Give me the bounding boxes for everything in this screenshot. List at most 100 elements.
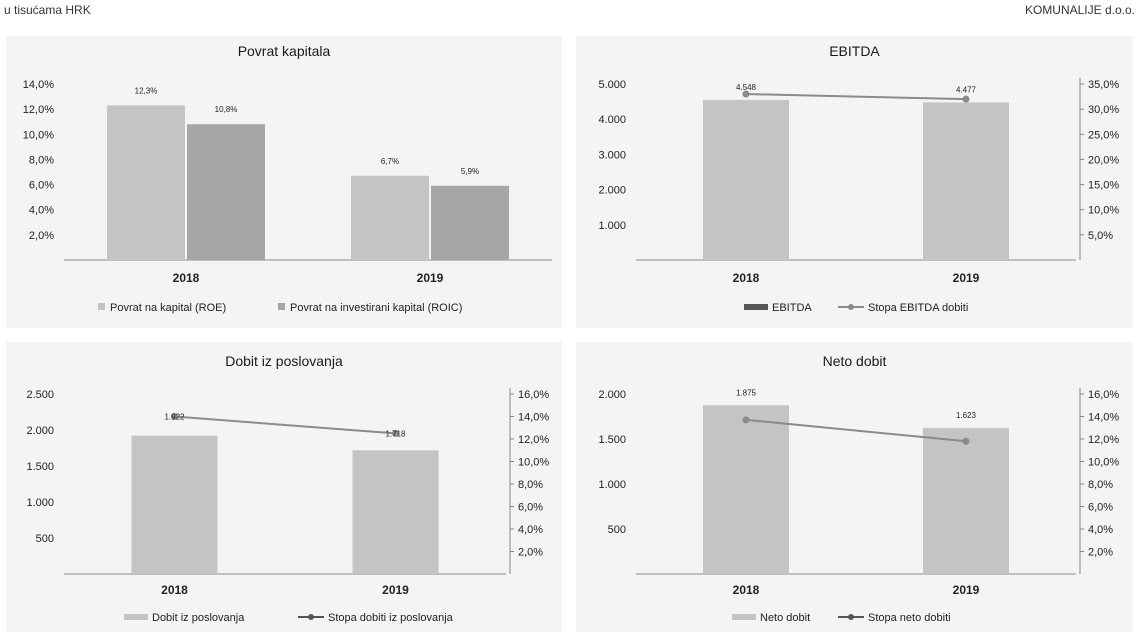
bar (923, 102, 1009, 260)
x-category-label: 2019 (382, 583, 409, 597)
y2-tick-label: 6,0% (1088, 502, 1113, 514)
line-point (962, 437, 970, 445)
y2-tick-label: 10,0% (1088, 457, 1119, 469)
line-point (742, 90, 750, 98)
legend-label: Neto dobit (760, 612, 810, 624)
legend-label: Stopa EBITDA dobiti (868, 302, 968, 314)
bar (703, 405, 789, 574)
y-tick-label: 1.500 (598, 434, 626, 446)
data-label: 10,8% (215, 105, 238, 114)
legend-swatch (98, 303, 105, 310)
y2-tick-label: 10,0% (1088, 205, 1119, 217)
y-tick-label: 2.000 (26, 425, 54, 437)
legend-swatch (732, 614, 756, 620)
legend-line-marker (308, 614, 314, 620)
data-label: 12,3% (135, 86, 158, 95)
y-tick-label: 14,0% (23, 79, 54, 91)
y2-tick-label: 10,0% (518, 457, 549, 469)
y2-tick-label: 5,0% (1088, 230, 1113, 242)
y2-tick-label: 20,0% (1088, 154, 1119, 166)
data-label: 6,7% (381, 157, 399, 166)
y2-tick-label: 2,0% (1088, 547, 1113, 559)
legend-label: Dobit iz poslovanja (152, 612, 245, 624)
chart-title: Neto dobit (823, 353, 887, 369)
y-tick-label: 1.000 (26, 497, 54, 509)
line-point (742, 416, 750, 424)
legend-swatch (278, 303, 285, 310)
data-label: 1.623 (956, 411, 977, 420)
y-tick-label: 500 (36, 533, 54, 545)
bar (431, 185, 509, 260)
bar (703, 99, 789, 260)
legend-swatch (124, 614, 148, 620)
series-line (745, 93, 967, 101)
series-line (174, 415, 396, 435)
y-tick-label: 4.000 (598, 114, 626, 126)
line-point (962, 95, 970, 103)
y2-tick-label: 14,0% (518, 412, 549, 424)
y2-tick-label: 12,0% (1088, 434, 1119, 446)
data-label: 1.718 (385, 429, 406, 438)
y2-tick-label: 16,0% (1088, 389, 1119, 401)
y2-tick-label: 25,0% (1088, 129, 1119, 141)
chart-svg: EBITDA 1.000 2.000 3.000 4.000 5.000 5,0% 10,0%… (598, 43, 1119, 314)
y2-tick-label: 15,0% (1088, 180, 1119, 192)
line-point (392, 429, 399, 437)
chart-svg: Neto dobit 500 1.000 1.500 2.000 2,0% 4,0% 6,0%… (598, 353, 1119, 624)
data-label: 5,9% (461, 167, 479, 176)
bar (352, 450, 439, 574)
chart-title: Povrat kapitala (238, 43, 331, 59)
chart-panel-povrat-kapitala: Povrat kapitala 2,0% 4,0% 6,0% 8,0% 10,0% 12,0… (6, 36, 562, 328)
x-category-label: 2019 (953, 271, 980, 285)
y2-tick-label: 30,0% (1088, 104, 1119, 116)
y2-tick-label: 4,0% (518, 524, 543, 536)
y2-tick-label: 35,0% (1088, 79, 1119, 91)
y-tick-label: 500 (608, 524, 626, 536)
y-tick-label: 1.500 (26, 461, 54, 473)
y2-tick-label: 12,0% (518, 434, 549, 446)
bar (923, 427, 1009, 574)
y-tick-label: 1.000 (598, 220, 626, 232)
x-category-label: 2018 (733, 583, 760, 597)
header-company-name: KOMUNALIJE d.o.o. (1024, 3, 1135, 17)
y-tick-label: 2.500 (26, 389, 54, 401)
y2-tick-label: 4,0% (1088, 524, 1113, 536)
y2-tick-label: 6,0% (518, 502, 543, 514)
y-tick-label: 1.000 (598, 479, 626, 491)
data-label: 4.477 (956, 85, 977, 94)
y2-tick-label: 16,0% (518, 389, 549, 401)
bar (131, 435, 218, 574)
data-label: 1.875 (736, 388, 757, 397)
legend-line-marker (848, 614, 854, 620)
y2-tick-label: 8,0% (1088, 479, 1113, 491)
data-label: 1.922 (164, 413, 185, 422)
bar (187, 124, 265, 260)
legend-label: Povrat na kapital (ROE) (110, 302, 226, 314)
y-tick-label: 10,0% (23, 129, 54, 141)
x-category-label: 2018 (173, 271, 200, 285)
x-category-label: 2019 (953, 583, 980, 597)
x-category-label: 2018 (161, 583, 188, 597)
chart-title: EBITDA (829, 43, 880, 59)
legend-swatch (744, 304, 768, 310)
y2-tick-label: 2,0% (518, 547, 543, 559)
y-tick-label: 12,0% (23, 104, 54, 116)
legend-line-marker (848, 304, 854, 310)
x-category-label: 2019 (417, 271, 444, 285)
y-tick-label: 8,0% (29, 154, 54, 166)
chart-panel-dobit-iz-poslovanja: Dobit iz poslovanja 500 1.000 1.500 2.000 2.5… (6, 342, 562, 632)
legend-label: Stopa dobiti iz poslovanja (328, 612, 454, 624)
x-category-label: 2018 (733, 271, 760, 285)
bar (351, 175, 429, 260)
header-unit-label: u tisućama HRK (4, 3, 91, 17)
series-line (745, 418, 967, 443)
y-tick-label: 3.000 (598, 149, 626, 161)
data-label: 4.548 (736, 83, 757, 92)
y2-tick-label: 8,0% (518, 479, 543, 491)
y-tick-label: 2.000 (598, 389, 626, 401)
chart-svg: Dobit iz poslovanja 500 1.000 1.500 2.000 2.5… (26, 353, 549, 624)
y-tick-label: 2,0% (29, 230, 54, 242)
bar (107, 105, 185, 260)
chart-svg: Povrat kapitala 2,0% 4,0% 6,0% 8,0% 10,0% 12,0… (23, 43, 552, 314)
legend-label: EBITDA (772, 302, 812, 314)
